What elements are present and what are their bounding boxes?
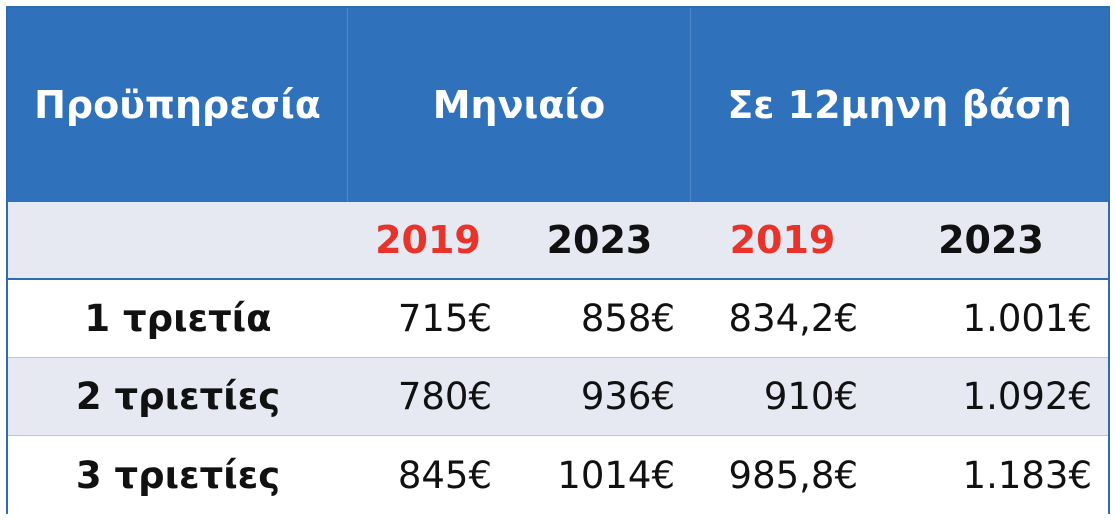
table-row: 1 τριετία 715€ 858€ 834,2€ 1.001€ — [8, 280, 1108, 358]
year-monthly-2019: 2019 — [375, 218, 481, 262]
header-service: Προϋπηρεσία — [8, 8, 348, 202]
table-row: 2 τριετίες 780€ 936€ 910€ 1.092€ — [8, 358, 1108, 436]
value-annual-2019: 834,2€ — [728, 297, 858, 340]
year-annual-2019: 2019 — [729, 218, 836, 262]
table-header-row: Προϋπηρεσία Μηνιαίο Σε 12μηνη βάση — [8, 8, 1108, 202]
value-monthly-2019: 780€ — [397, 375, 492, 418]
value-monthly-2023: 936€ — [580, 375, 675, 418]
value-monthly-2023: 858€ — [580, 297, 675, 340]
value-monthly-2019: 845€ — [397, 453, 492, 497]
value-annual-2023: 1.001€ — [962, 297, 1092, 340]
row-label: 1 τριετία — [84, 297, 272, 340]
value-annual-2023: 1.183€ — [962, 453, 1092, 497]
row-label: 3 τριετίες — [75, 453, 281, 497]
year-annual-2023: 2023 — [938, 218, 1044, 262]
year-monthly-2023: 2023 — [546, 218, 653, 262]
table-row: 3 τριετίες 845€ 1014€ 985,8€ 1.183€ — [8, 436, 1108, 514]
value-annual-2019: 985,8€ — [728, 453, 858, 497]
header-monthly: Μηνιαίο — [348, 8, 691, 202]
value-annual-2019: 910€ — [763, 375, 858, 418]
value-monthly-2019: 715€ — [397, 297, 492, 340]
year-empty-cell — [8, 202, 348, 278]
value-monthly-2023: 1014€ — [557, 453, 675, 497]
header-annual: Σε 12μηνη βάση — [727, 83, 1072, 127]
year-row: 2019 2023 2019 2023 — [8, 202, 1108, 280]
row-label: 2 τριετίες — [75, 375, 281, 418]
value-annual-2023: 1.092€ — [962, 375, 1092, 418]
salary-table: Προϋπηρεσία Μηνιαίο Σε 12μηνη βάση 2019 … — [6, 6, 1110, 514]
